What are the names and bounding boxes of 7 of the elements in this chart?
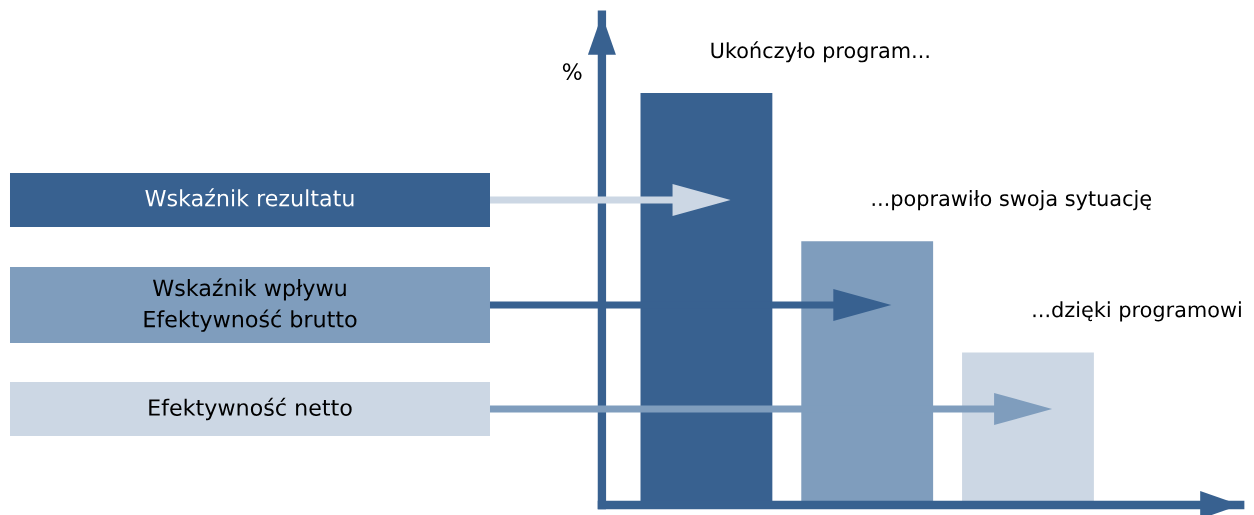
y-axis-title: %: [562, 63, 582, 81]
text: Efektywność netto: [149, 397, 352, 421]
text: Ukończyło program...: [711, 41, 929, 63]
annotation: ...poprawiło swoja sytuację: [872, 190, 1152, 211]
text: Wskaźnik wpływu Efektywność brutto: [144, 278, 357, 332]
annotation: ...dzięki programowi: [1033, 301, 1241, 322]
text: Wskaźnik rezultatu: [145, 188, 354, 207]
